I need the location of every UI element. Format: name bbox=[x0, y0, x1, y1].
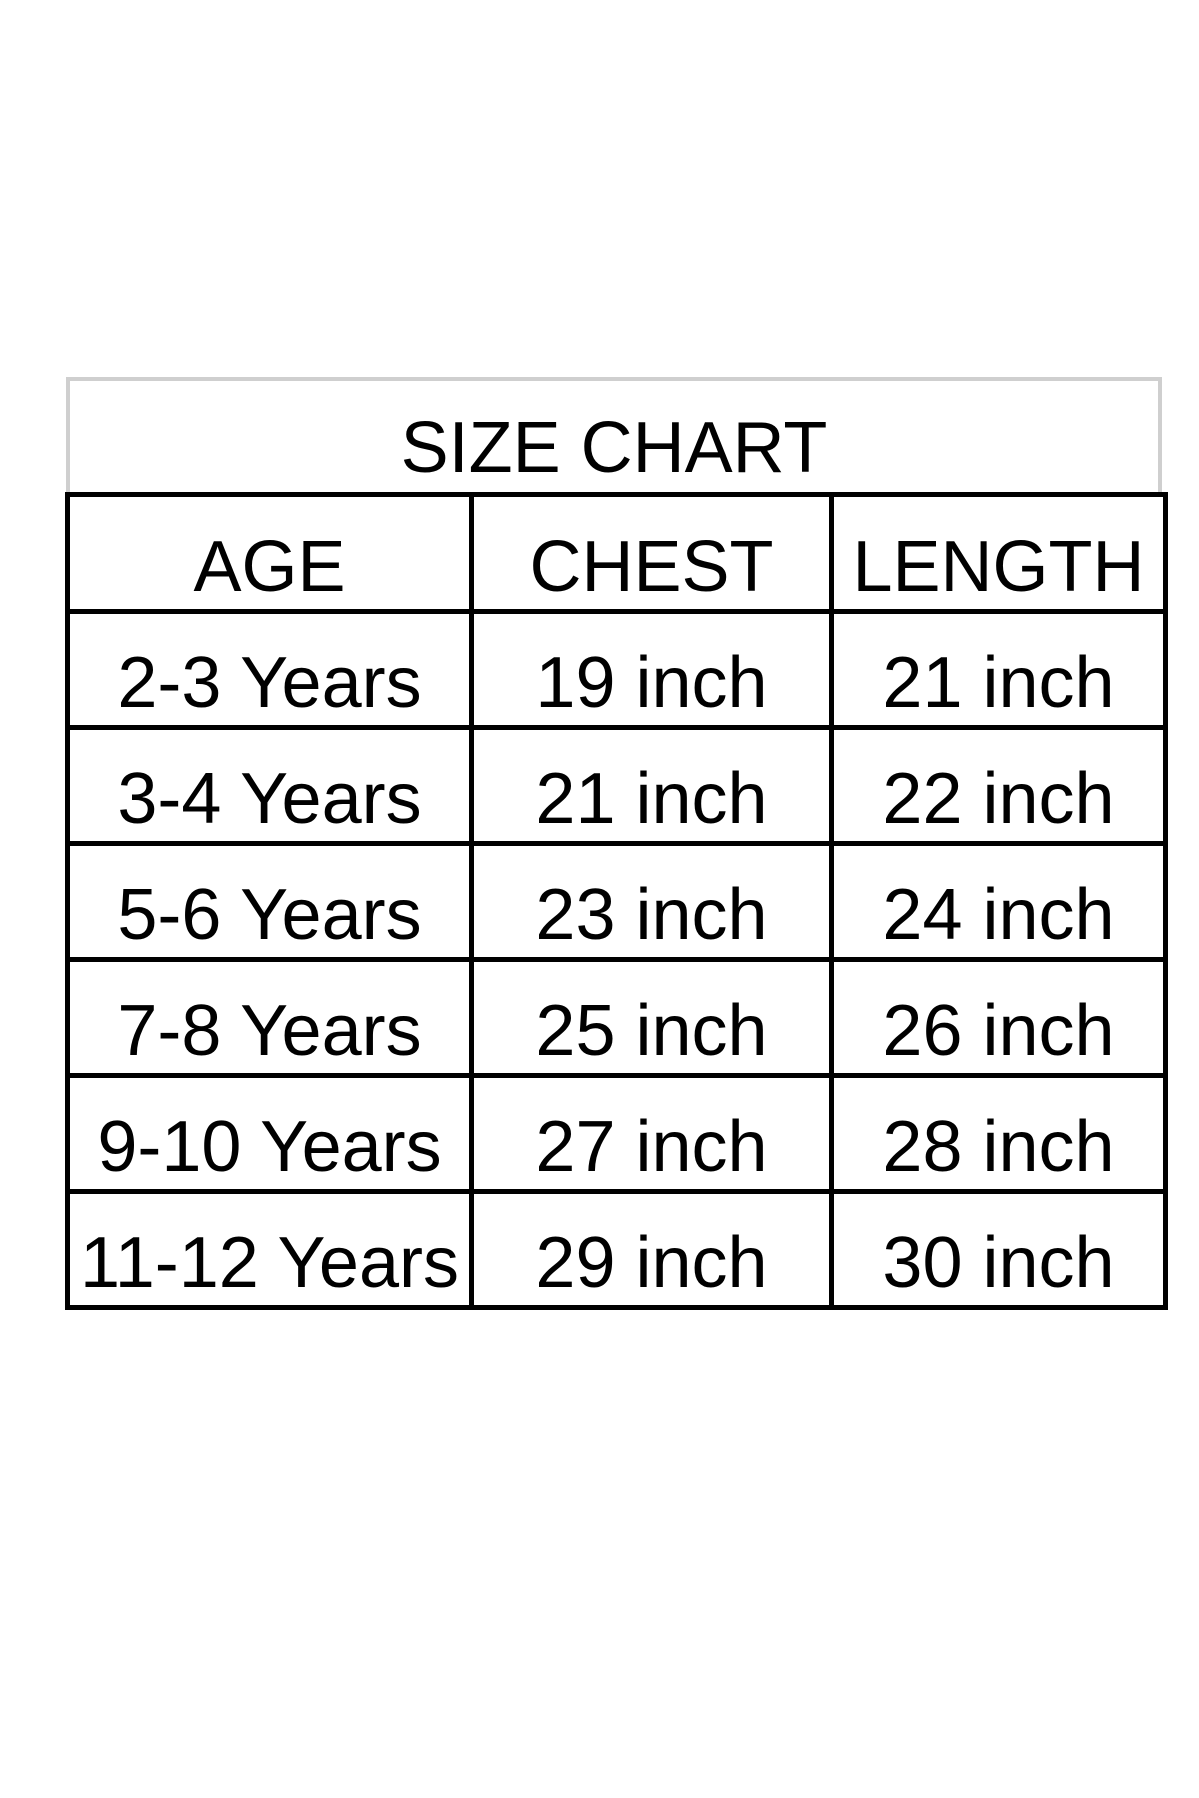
cell-age: 11-12 Years bbox=[65, 1189, 474, 1310]
cell-chest: 25 inch bbox=[469, 957, 834, 1078]
cell-chest: 23 inch bbox=[469, 841, 834, 962]
column-header-age: AGE bbox=[65, 492, 474, 614]
cell-age: 3-4 Years bbox=[65, 725, 474, 846]
cell-length: 28 inch bbox=[829, 1073, 1168, 1194]
cell-chest: 19 inch bbox=[469, 609, 834, 730]
cell-chest: 27 inch bbox=[469, 1073, 834, 1194]
cell-length: 26 inch bbox=[829, 957, 1168, 1078]
cell-chest: 21 inch bbox=[469, 725, 834, 846]
column-header-length: LENGTH bbox=[829, 492, 1168, 614]
cell-age: 7-8 Years bbox=[65, 957, 474, 1078]
header-row: AGE CHEST LENGTH bbox=[65, 492, 1168, 614]
cell-age: 5-6 Years bbox=[65, 841, 474, 962]
table-row: 2-3 Years 19 inch 21 inch bbox=[65, 609, 1168, 730]
cell-length: 24 inch bbox=[829, 841, 1168, 962]
size-chart-title: SIZE CHART bbox=[400, 408, 828, 488]
title-frame bbox=[66, 377, 1162, 497]
table-row: 5-6 Years 23 inch 24 inch bbox=[65, 841, 1168, 962]
cell-age: 9-10 Years bbox=[65, 1073, 474, 1194]
cell-length: 21 inch bbox=[829, 609, 1168, 730]
table-row: 3-4 Years 21 inch 22 inch bbox=[65, 725, 1168, 846]
column-header-chest: CHEST bbox=[469, 492, 834, 614]
cell-length: 22 inch bbox=[829, 725, 1168, 846]
table-row: 11-12 Years 29 inch 30 inch bbox=[65, 1189, 1168, 1310]
cell-length: 30 inch bbox=[829, 1189, 1168, 1310]
table-row: 7-8 Years 25 inch 26 inch bbox=[65, 957, 1168, 1078]
cell-age: 2-3 Years bbox=[65, 609, 474, 730]
table-row: 9-10 Years 27 inch 28 inch bbox=[65, 1073, 1168, 1194]
size-chart-table: AGE CHEST LENGTH 2-3 Years 19 inch 21 inch 3-4… bbox=[65, 492, 1168, 1310]
cell-chest: 29 inch bbox=[469, 1189, 834, 1310]
